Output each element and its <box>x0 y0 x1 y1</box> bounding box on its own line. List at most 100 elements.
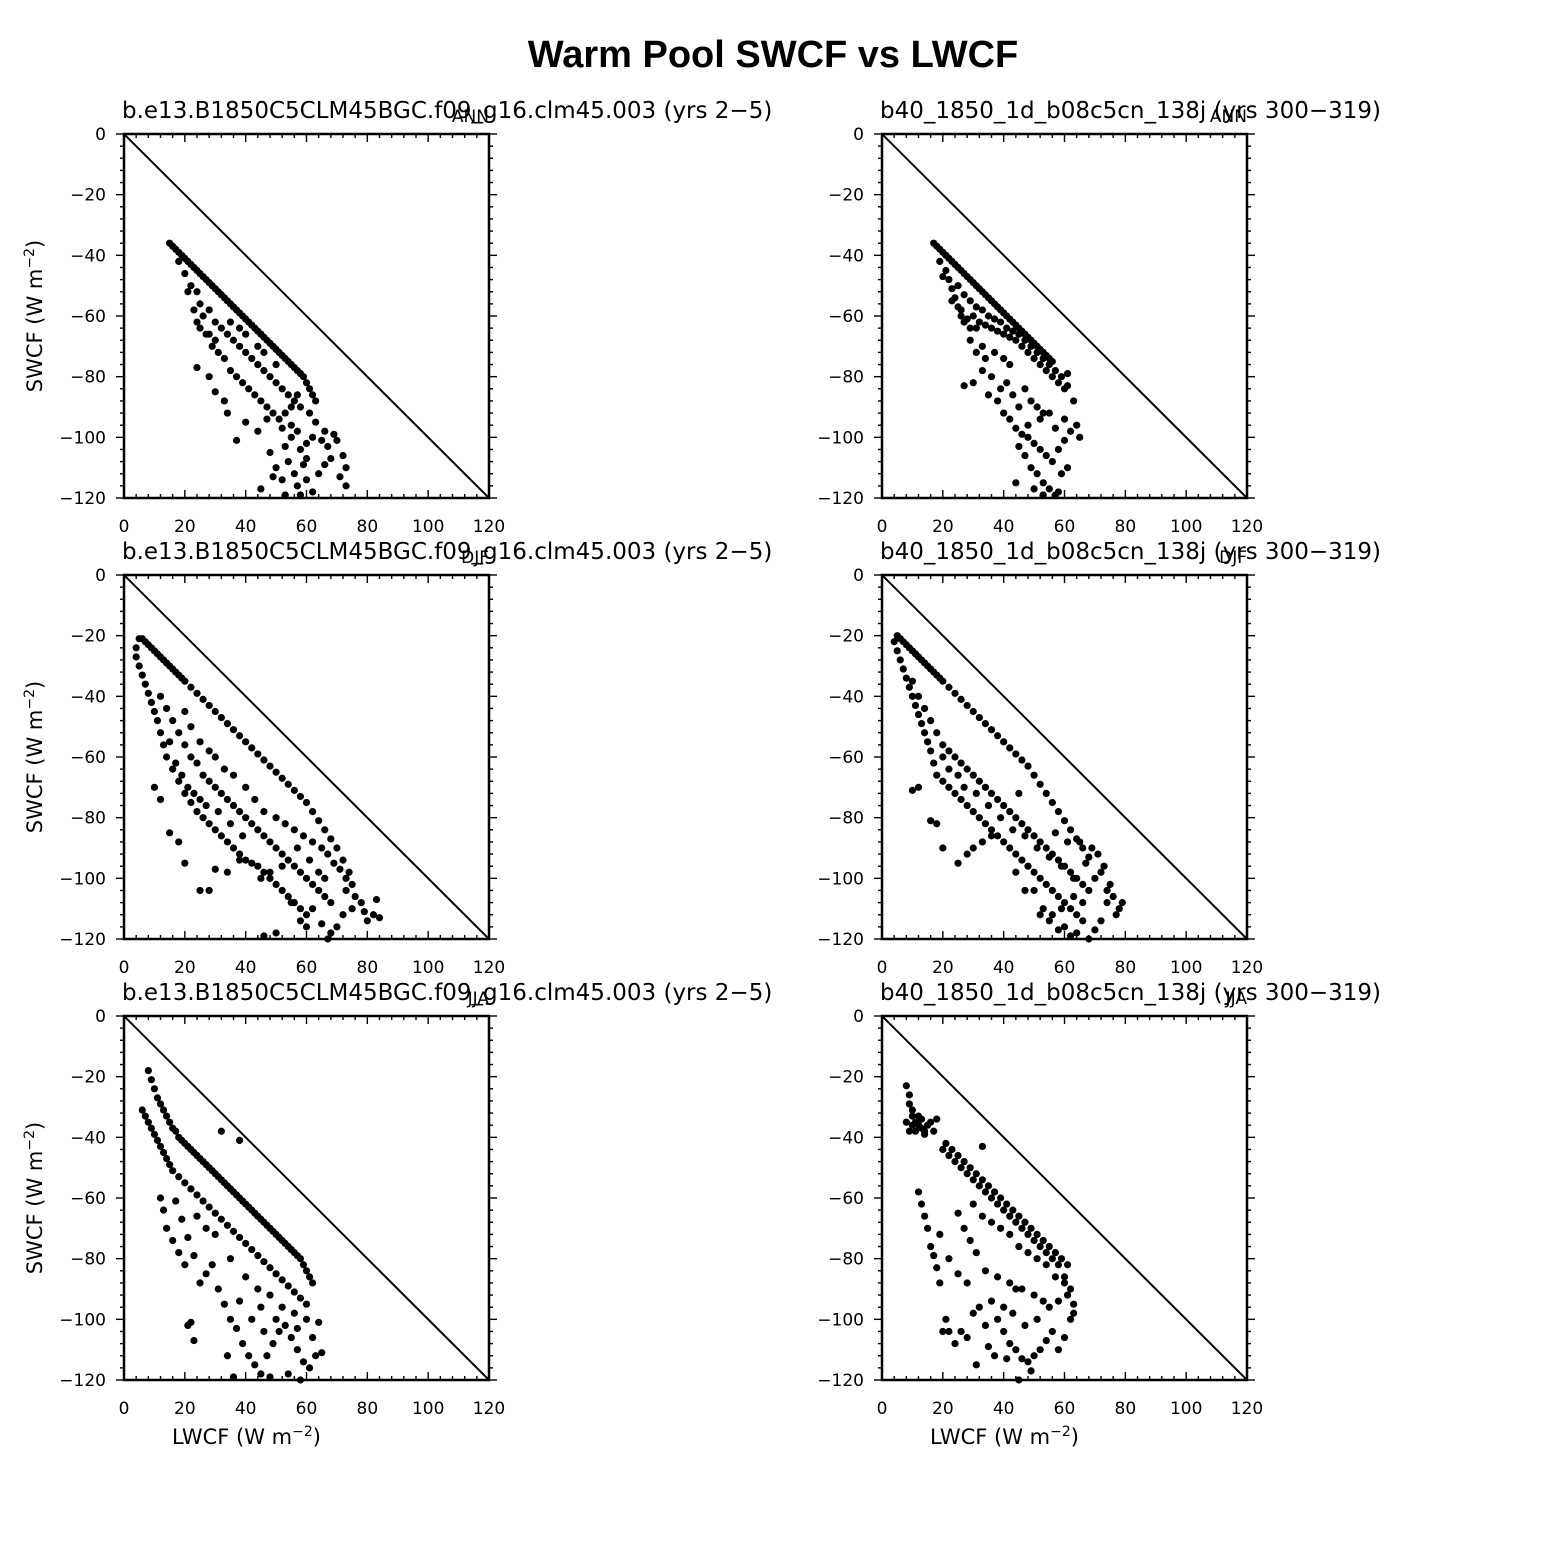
data-point <box>181 1261 189 1269</box>
x-tick-label: 60 <box>296 1399 318 1419</box>
data-point <box>1045 485 1053 493</box>
y-tick-label: 0 <box>853 125 864 145</box>
data-point <box>235 732 244 740</box>
data-point <box>969 844 977 852</box>
data-point <box>193 808 201 816</box>
data-point <box>339 911 347 919</box>
data-point <box>1027 464 1035 472</box>
data-point <box>248 1245 256 1254</box>
data-point <box>1066 1315 1075 1323</box>
data-point <box>972 1361 980 1369</box>
data-point <box>235 856 244 864</box>
data-point <box>960 291 968 299</box>
scatter-panel-right-bottom: b40_1850_1d_b08c5cn_138j (yrs 300−319)JJ… <box>817 980 1381 1449</box>
data-point <box>1018 342 1026 350</box>
data-point <box>248 354 256 363</box>
data-point <box>284 1282 292 1290</box>
data-point <box>284 780 292 788</box>
data-point <box>330 430 338 438</box>
y-tick-label: −20 <box>70 627 106 647</box>
data-point <box>144 689 152 697</box>
x-tick-label: 120 <box>1231 958 1263 978</box>
data-point <box>324 850 332 858</box>
data-point <box>1024 1358 1032 1366</box>
data-point <box>272 360 280 369</box>
data-point <box>969 379 977 387</box>
data-point <box>1009 1206 1017 1214</box>
panel-subtitle: b40_1850_1d_b08c5cn_138j (yrs 300−319) <box>880 539 1381 565</box>
data-points <box>166 239 350 499</box>
data-point <box>1054 926 1063 934</box>
data-point <box>1048 373 1056 381</box>
data-point <box>296 917 305 925</box>
y-tick-label: −100 <box>817 869 864 889</box>
data-point <box>914 692 923 700</box>
data-point <box>169 1167 177 1175</box>
data-point <box>969 707 977 716</box>
data-point <box>217 1215 225 1223</box>
data-point <box>939 1327 947 1336</box>
data-point <box>284 391 292 399</box>
data-point <box>993 795 1002 804</box>
data-point <box>254 826 262 834</box>
data-point <box>232 436 241 444</box>
data-point <box>954 771 962 779</box>
data-point <box>141 680 149 688</box>
data-point <box>296 792 305 801</box>
data-point <box>1054 1346 1063 1354</box>
data-point <box>193 288 201 296</box>
data-point <box>1012 1285 1020 1293</box>
data-point <box>975 318 983 326</box>
data-point <box>272 880 280 889</box>
x-tick-label: 0 <box>119 517 130 537</box>
data-point <box>987 1194 996 1202</box>
x-tick-label: 80 <box>357 517 379 537</box>
data-point <box>226 820 235 828</box>
data-point <box>1076 838 1084 846</box>
data-point <box>997 814 1005 822</box>
data-point <box>957 1164 965 1172</box>
data-point <box>1021 1218 1029 1226</box>
data-point <box>156 692 165 700</box>
data-point <box>308 880 317 889</box>
data-point <box>1039 479 1047 487</box>
data-point <box>1070 397 1078 405</box>
data-point <box>1060 923 1069 931</box>
y-tick-label: −100 <box>817 428 864 448</box>
data-point <box>1036 415 1044 423</box>
data-point <box>147 1076 155 1084</box>
data-point <box>1045 853 1053 861</box>
data-point <box>1006 808 1014 816</box>
data-point <box>293 482 301 490</box>
data-point <box>150 783 159 791</box>
data-point <box>927 817 935 825</box>
data-point <box>229 336 238 344</box>
data-point <box>211 865 219 873</box>
data-point <box>153 1136 162 1144</box>
x-tick-label: 80 <box>1115 517 1137 537</box>
data-point <box>914 710 923 719</box>
reference-line <box>123 133 490 499</box>
data-point <box>954 1270 962 1278</box>
data-point <box>1036 1242 1044 1251</box>
data-point <box>235 1297 244 1305</box>
reference-line <box>123 574 490 940</box>
data-point <box>954 282 962 290</box>
data-point <box>248 1315 256 1323</box>
data-point <box>211 388 219 396</box>
data-point <box>936 1230 944 1238</box>
data-point <box>1039 1297 1047 1305</box>
data-point <box>972 1170 980 1178</box>
panel-season-label: JJA <box>1225 989 1248 1009</box>
data-point <box>205 701 213 710</box>
data-point <box>963 1170 971 1178</box>
data-point <box>911 1127 920 1135</box>
data-point <box>321 826 329 834</box>
data-point <box>981 321 990 329</box>
data-point <box>905 1100 913 1108</box>
data-point <box>997 1224 1005 1232</box>
data-point <box>933 1115 941 1123</box>
data-point <box>159 1106 168 1114</box>
data-point <box>372 895 381 904</box>
data-point <box>184 783 192 791</box>
